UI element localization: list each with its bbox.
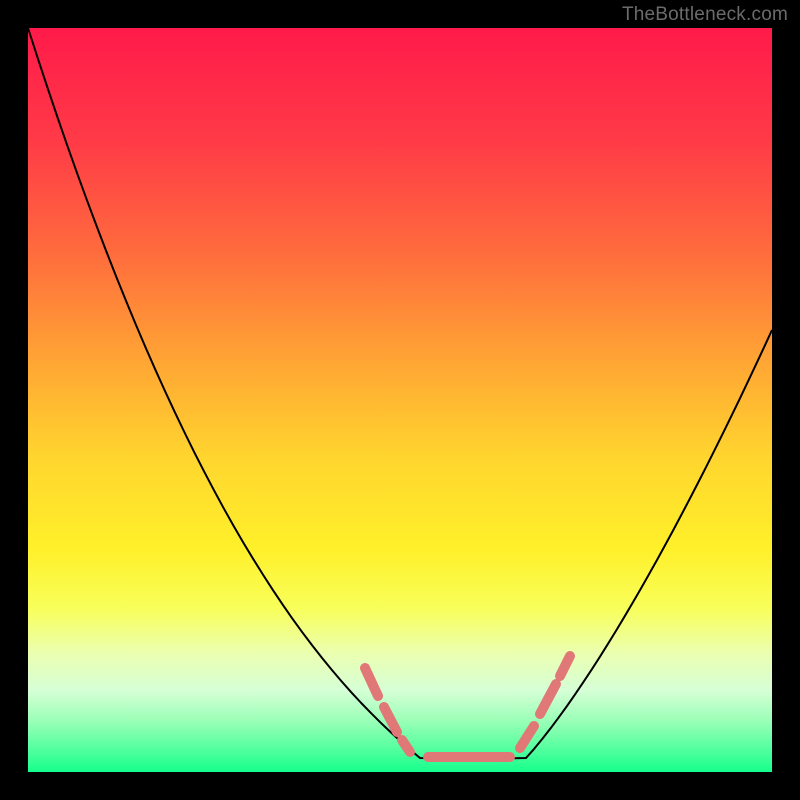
trough-marker-2	[402, 740, 410, 752]
watermark-text: TheBottleneck.com	[622, 4, 788, 26]
chart-root: TheBottleneck.com	[0, 0, 800, 800]
chart-svg	[0, 0, 800, 800]
plot-area	[28, 28, 772, 772]
